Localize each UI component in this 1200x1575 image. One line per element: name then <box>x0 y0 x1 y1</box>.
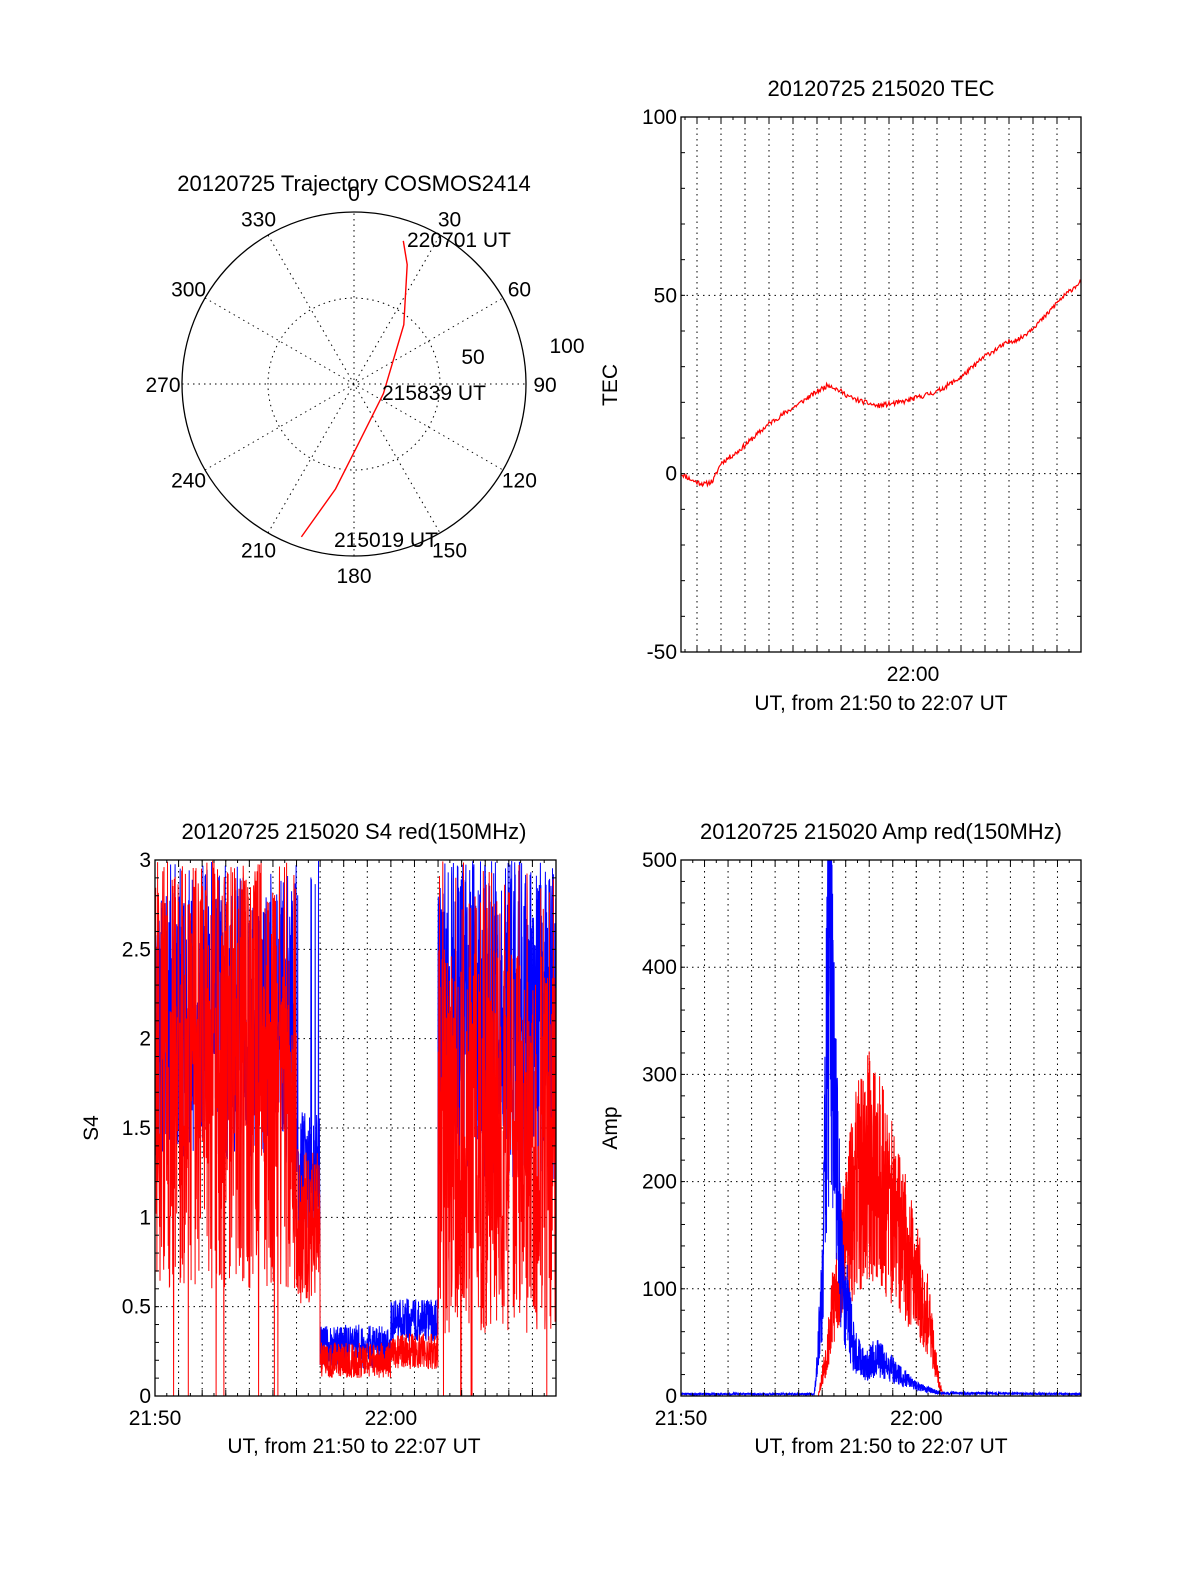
azimuth-label-150: 150 <box>432 539 467 562</box>
x-tick-label: 21:50 <box>129 1407 182 1430</box>
y-tick-label: 3 <box>139 849 151 872</box>
azimuth-labels: 0 30 60 90 120 150 180 210 240 270 300 330 <box>145 183 556 588</box>
amp-plot-frame <box>680 859 1082 1397</box>
y-tick-label: 0.5 <box>122 1296 151 1319</box>
ring-label-50: 50 <box>461 346 484 369</box>
y-tick-label: 1.5 <box>122 1117 151 1140</box>
y-tick-label: 0 <box>665 463 677 486</box>
amp-grid <box>681 860 1081 1396</box>
azimuth-label-240: 240 <box>171 470 206 493</box>
x-tick-label: 22:00 <box>887 663 940 686</box>
y-tick-label: 100 <box>642 106 677 129</box>
tec-grid <box>681 117 1081 652</box>
trajectory-chart: 20120725 Trajectory COSMOS2414 0 30 60 90 12… <box>145 171 584 588</box>
amp-chart: 20120725 215020 Amp red(150MHz) 500 400 30… <box>599 819 1082 1458</box>
y-tick-label: 2 <box>139 1028 151 1051</box>
amp-xlabel: UT, from 21:50 to 22:07 UT <box>754 1435 1007 1458</box>
x-tick-label: 22:00 <box>890 1407 943 1430</box>
y-tick-label: 0 <box>665 1385 677 1408</box>
s4-series-line <box>154 860 557 1397</box>
s4-x-ticks: 21:50 22:00 <box>129 860 557 1430</box>
azimuth-label-330: 330 <box>241 209 276 232</box>
x-tick-label: 21:50 <box>655 1407 708 1430</box>
polar-grid <box>182 212 526 556</box>
y-tick-label: 300 <box>642 1063 677 1086</box>
s4-title: 20120725 215020 S4 red(150MHz) <box>182 819 527 844</box>
ring-label-100: 100 <box>549 335 584 358</box>
azimuth-label-270: 270 <box>145 374 180 397</box>
trajectory-track <box>300 240 408 538</box>
tec-series-line <box>680 279 1082 488</box>
tec-title: 20120725 215020 TEC <box>767 76 994 101</box>
s4-series <box>154 860 557 1397</box>
tec-plot-frame <box>680 116 1082 653</box>
y-tick-label: 1 <box>139 1206 151 1229</box>
amp-series-line <box>680 859 1082 1397</box>
tec-series <box>680 279 1082 488</box>
azimuth-label-0: 0 <box>348 183 360 206</box>
tec-y-ticks: 100 50 0 -50 <box>642 106 1081 664</box>
x-tick-label: 22:00 <box>365 1407 418 1430</box>
tec-ylabel: TEC <box>599 364 622 406</box>
y-tick-label: 0 <box>139 1385 151 1408</box>
polar-spoke <box>267 234 441 534</box>
tec-x-ticks: 22:00 <box>684 117 1082 686</box>
y-tick-label: 50 <box>654 284 677 307</box>
polar-outer-circle <box>181 211 527 557</box>
y-tick-label: 200 <box>642 1171 677 1194</box>
azimuth-label-300: 300 <box>171 279 206 302</box>
tec-chart: 20120725 215020 TEC 100 50 0 -50 22:00 UT, … <box>599 76 1082 715</box>
azimuth-label-30: 30 <box>438 209 461 232</box>
azimuth-label-60: 60 <box>508 279 531 302</box>
amp-y-ticks: 500 400 300 200 100 0 <box>642 849 1081 1408</box>
y-tick-label: 2.5 <box>122 938 151 961</box>
amp-series <box>680 859 1082 1397</box>
track-label-start: 215019 UT <box>334 529 438 552</box>
amp-title: 20120725 215020 Amp red(150MHz) <box>700 819 1062 844</box>
y-tick-label: 100 <box>642 1278 677 1301</box>
track-label-middle: 215839 UT <box>382 382 486 405</box>
tec-xlabel: UT, from 21:50 to 22:07 UT <box>754 692 1007 715</box>
amp-x-ticks: 21:50 22:00 <box>655 860 1082 1430</box>
y-tick-label: 400 <box>642 956 677 979</box>
y-tick-label: -50 <box>647 641 677 664</box>
track-label-end: 220701 UT <box>407 229 511 252</box>
azimuth-label-210: 210 <box>241 539 276 562</box>
azimuth-label-180: 180 <box>336 565 371 588</box>
trajectory-title: 20120725 Trajectory COSMOS2414 <box>177 171 530 196</box>
s4-xlabel: UT, from 21:50 to 22:07 UT <box>227 1435 480 1458</box>
s4-chart: 20120725 215020 S4 red(150MHz) 3 2.5 2 1.5 1… <box>80 819 557 1458</box>
azimuth-label-120: 120 <box>502 470 537 493</box>
y-tick-label: 500 <box>642 849 677 872</box>
s4-ylabel: S4 <box>80 1115 103 1141</box>
polar-ring-50 <box>267 297 441 471</box>
s4-y-ticks: 3 2.5 2 1.5 1 0.5 0 <box>122 849 556 1408</box>
azimuth-label-90: 90 <box>533 374 556 397</box>
amp-ylabel: Amp <box>599 1106 622 1149</box>
